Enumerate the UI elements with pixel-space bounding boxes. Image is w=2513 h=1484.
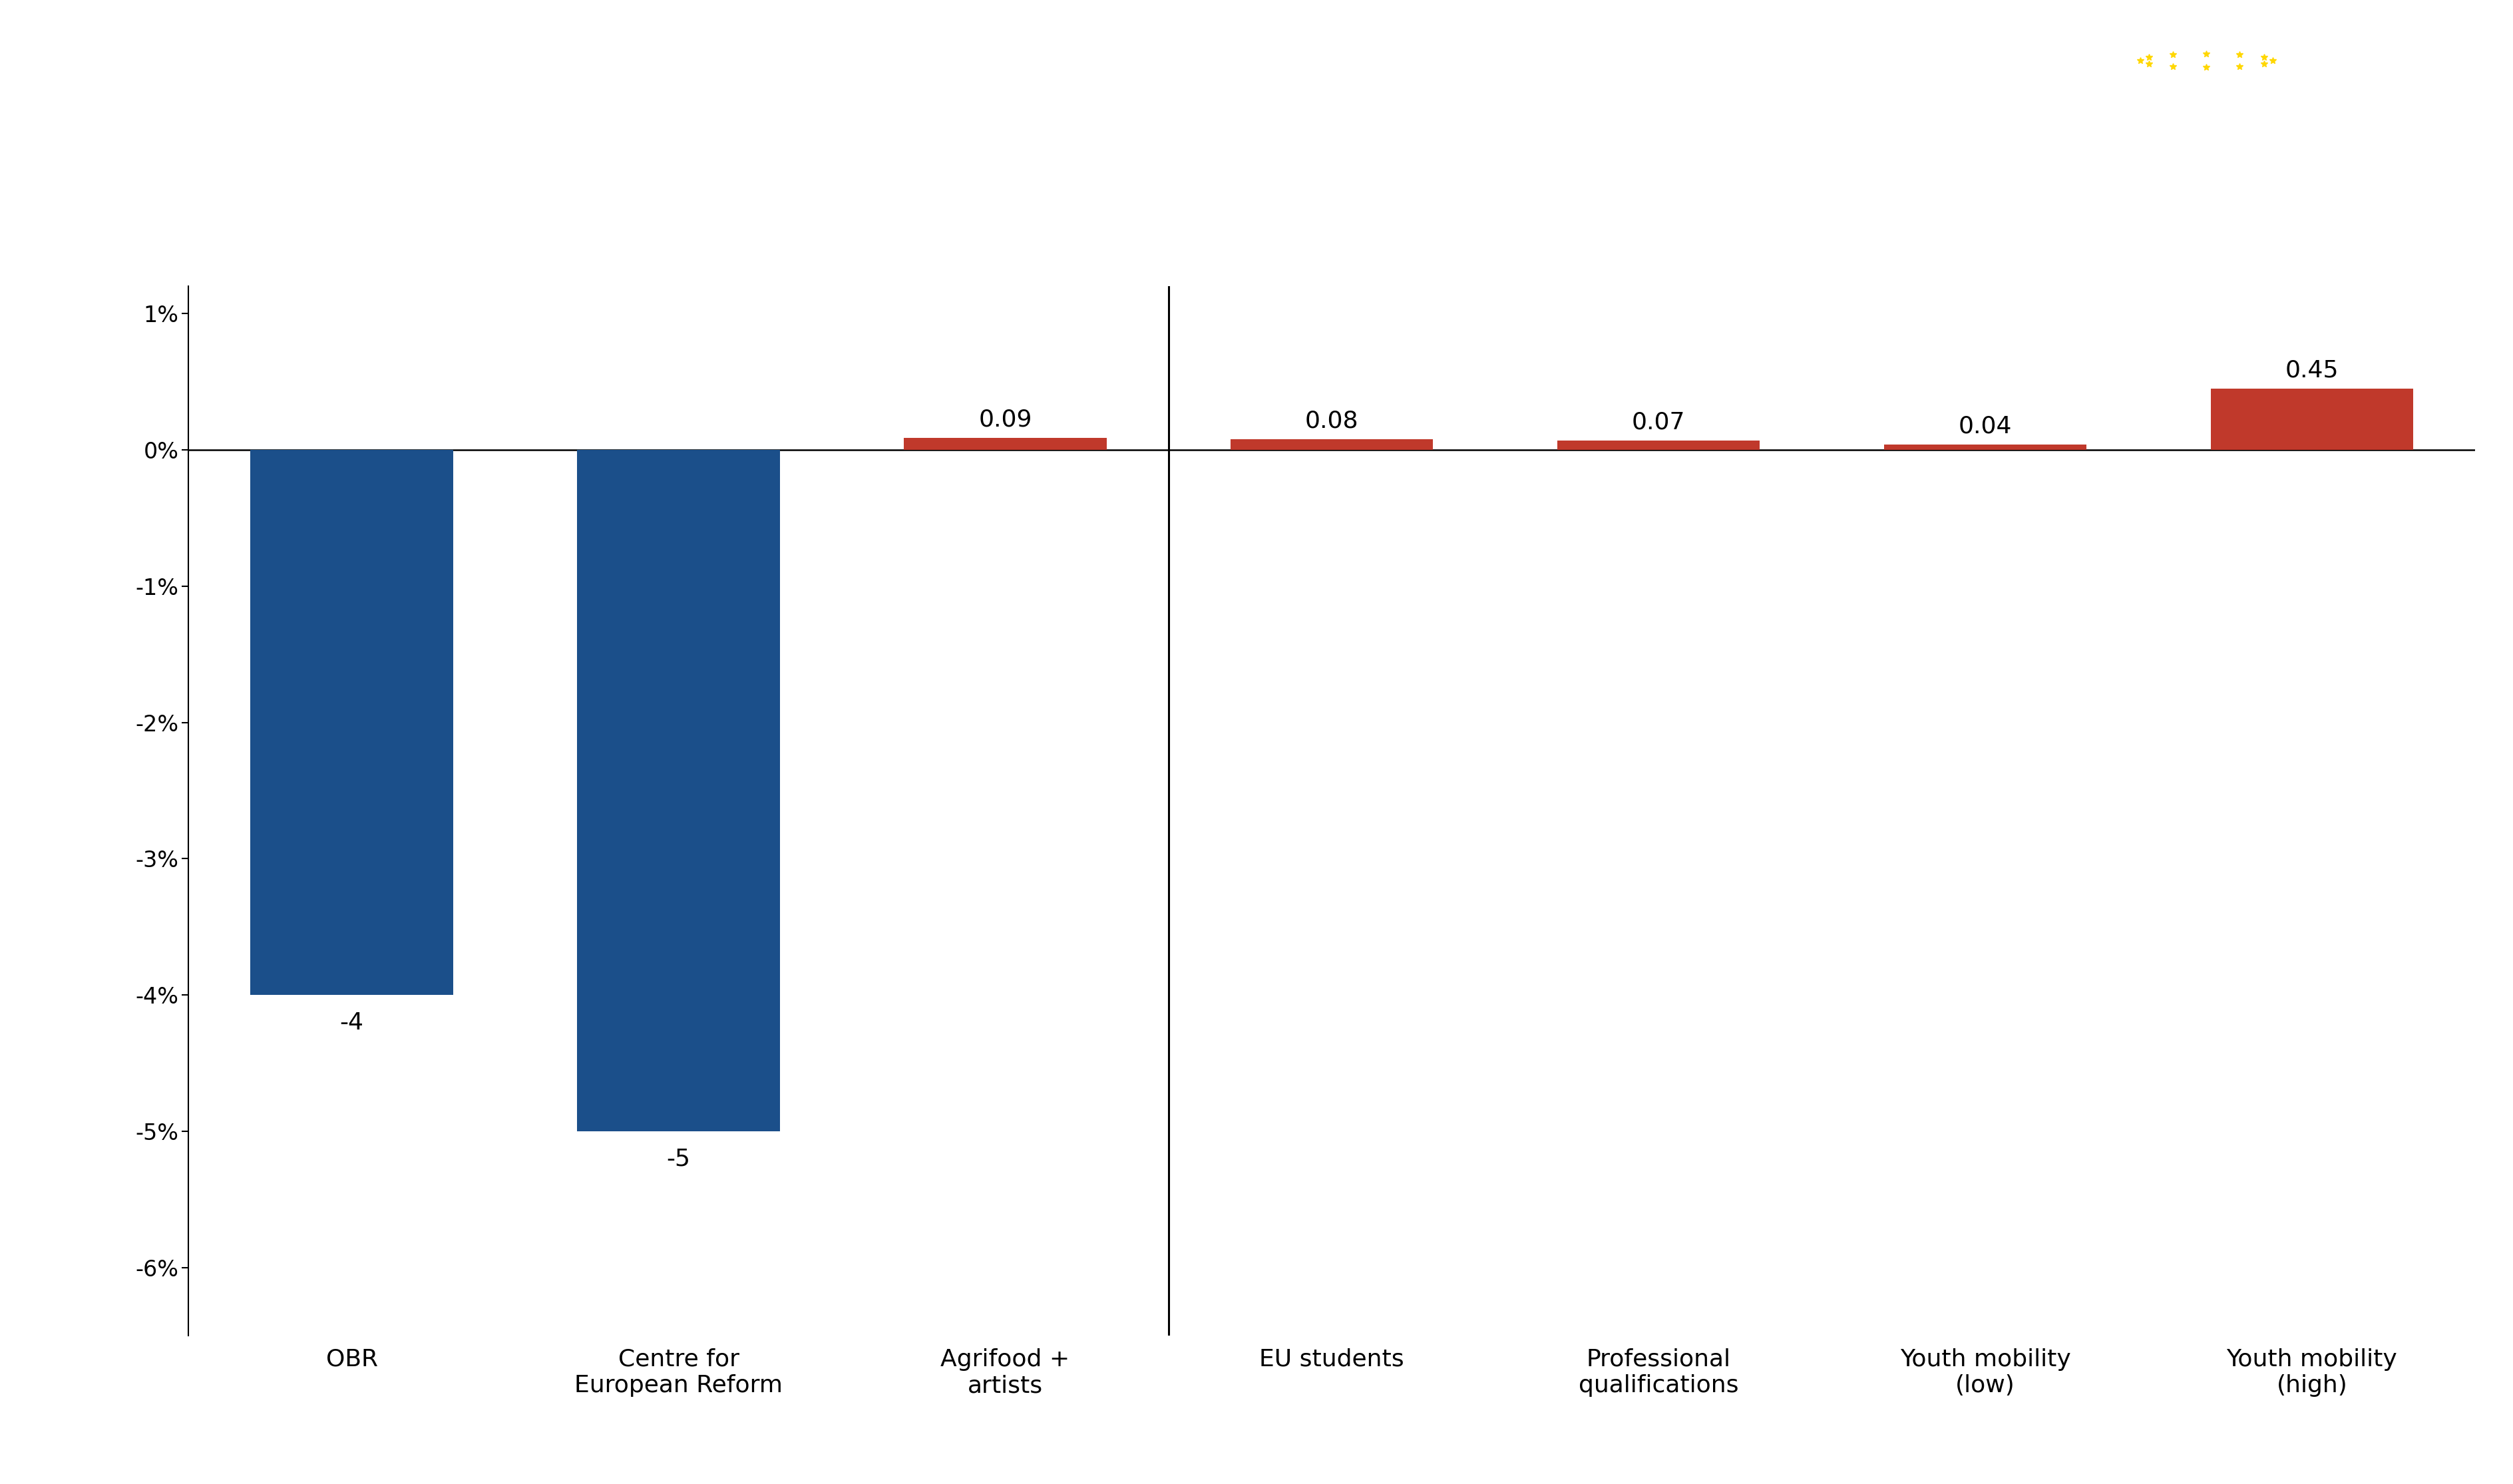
Text: CENTRE FOR EUROPEAN REFORM: CENTRE FOR EUROPEAN REFORM — [2340, 43, 2505, 50]
Text: 0.08: 0.08 — [1304, 410, 1360, 432]
Text: Sources:  CER analysis of OBR, OECD, Eurostat, UN, Higher Education Statistics A: Sources: CER analysis of OBR, OECD, Euro… — [45, 1393, 1754, 1441]
Text: LONDON · BRUSSELS · BERLIN: LONDON · BRUSSELS · BERLIN — [2340, 77, 2443, 85]
Bar — [1885, 445, 2086, 450]
Text: 0.07: 0.07 — [1631, 411, 1686, 433]
Bar — [1558, 441, 1759, 450]
Text: -4: -4 — [339, 1011, 364, 1034]
Text: 0.45: 0.45 — [2284, 359, 2340, 381]
Bar — [905, 438, 1106, 450]
Text: -5: -5 — [666, 1147, 691, 1171]
Bar — [251, 450, 452, 994]
Text: Brexit: Brexit — [543, 801, 651, 831]
Text: Chart 1: Rough estimates of the effects of the ‘Brexit reset’ on UK GDP in ten y: Chart 1: Rough estimates of the effects … — [440, 49, 1747, 77]
Bar — [578, 450, 779, 1131]
Bar — [2211, 389, 2412, 450]
Bar — [1231, 439, 1432, 450]
Text: 0.04: 0.04 — [1958, 416, 2013, 438]
Text: Reset: Reset — [1772, 801, 1872, 831]
Text: 0.09: 0.09 — [978, 408, 1033, 430]
